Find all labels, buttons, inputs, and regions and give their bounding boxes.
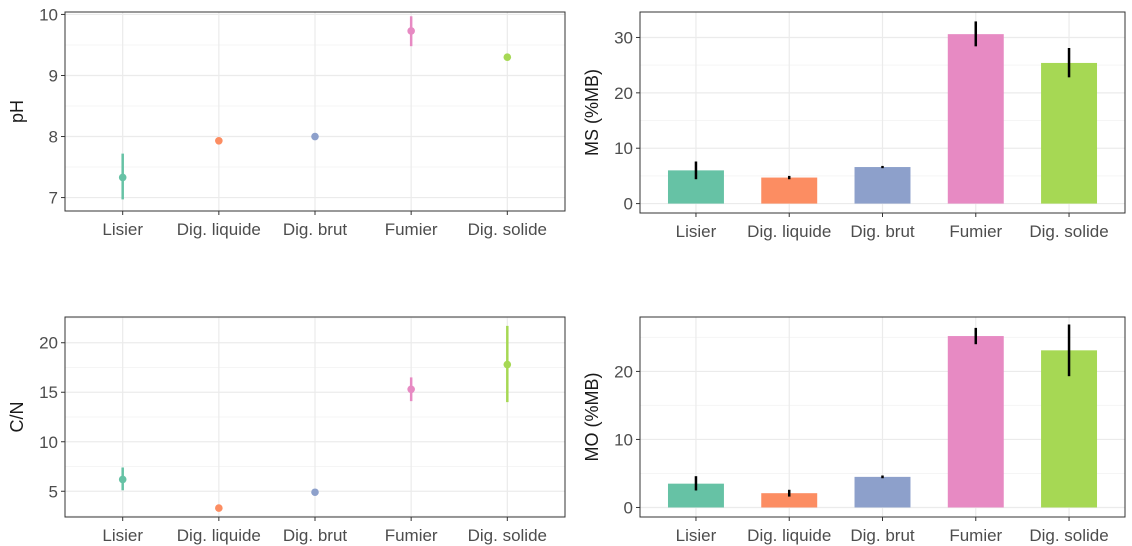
y-tick-label: 9 (49, 66, 58, 85)
bar-3 (854, 167, 911, 204)
point-5 (503, 360, 512, 369)
panel-mo: 0 10 20 Lisier Dig. liquide Dig. brut Fumier Di… (582, 316, 1126, 545)
y-axis-title: MS (%MB) (582, 69, 602, 156)
bar-4 (947, 34, 1004, 204)
bar-5 (1041, 62, 1098, 204)
y-tick-label: 10 (39, 5, 58, 24)
x-tick-label: Dig. liquide (747, 222, 831, 241)
point-1 (118, 475, 127, 484)
y-tick-label: 30 (614, 28, 633, 47)
y-axis-title: C/N (7, 402, 27, 433)
point-3 (311, 132, 319, 141)
x-tick-label: Dig. solide (1029, 526, 1108, 545)
x-tick-label: Dig. brut (850, 526, 915, 545)
y-tick-label: 10 (39, 433, 58, 452)
point-3 (311, 488, 319, 497)
point-2 (215, 504, 223, 512)
x-tick-label: Dig. liquide (177, 220, 261, 239)
x-tick-label: Dig. liquide (177, 526, 261, 545)
y-tick-label: 15 (39, 383, 58, 402)
y-axis-title: pH (7, 100, 27, 123)
y-tick-label: 20 (614, 362, 633, 381)
x-tick-label: Dig. solide (468, 220, 547, 239)
x-tick-label: Dig. brut (283, 526, 348, 545)
panel-cn: 5 10 15 20 Lisier Dig. liquide Dig. brut Fumier… (7, 316, 566, 545)
x-tick-label: Fumier (385, 526, 438, 545)
point-4 (407, 385, 415, 394)
x-tick-label: Fumier (385, 220, 438, 239)
x-tick-label: Dig. liquide (747, 526, 831, 545)
bar-1 (667, 483, 724, 508)
y-tick-label: 0 (624, 195, 633, 214)
x-tick-label: Lisier (676, 526, 717, 545)
y-tick-label: 20 (39, 334, 58, 353)
y-tick-label: 10 (614, 139, 633, 158)
x-tick-label: Fumier (949, 526, 1002, 545)
y-tick-label: 7 (49, 189, 58, 208)
y-tick-label: 0 (624, 498, 633, 517)
x-tick-label: Dig. solide (1029, 222, 1108, 241)
point-2 (215, 137, 223, 145)
bar-2 (761, 177, 818, 204)
point-1 (118, 173, 127, 182)
point-5 (503, 53, 512, 61)
bar-4 (947, 336, 1004, 508)
bar-5 (1041, 350, 1098, 508)
panel-ms: 0 10 20 30 Lisier Dig. liquide Dig. brut Fumier… (582, 11, 1126, 241)
x-tick-label: Lisier (102, 526, 143, 545)
bar-3 (854, 476, 911, 508)
y-axis-title: MO (%MB) (582, 373, 602, 462)
x-tick-label: Fumier (949, 222, 1002, 241)
y-tick-label: 8 (49, 128, 58, 147)
y-tick-label: 5 (49, 482, 58, 501)
x-tick-label: Dig. solide (468, 526, 547, 545)
x-tick-label: Lisier (102, 220, 143, 239)
x-tick-label: Dig. brut (283, 220, 348, 239)
x-tick-label: Dig. brut (850, 222, 915, 241)
x-tick-label: Lisier (676, 222, 717, 241)
y-tick-label: 20 (614, 84, 633, 103)
point-4 (407, 27, 415, 35)
panel-ph: 7 8 9 10 Lisier Dig. liquide Dig. brut Fumier Di… (7, 5, 566, 239)
bar-2 (761, 493, 818, 508)
y-tick-label: 10 (614, 430, 633, 449)
